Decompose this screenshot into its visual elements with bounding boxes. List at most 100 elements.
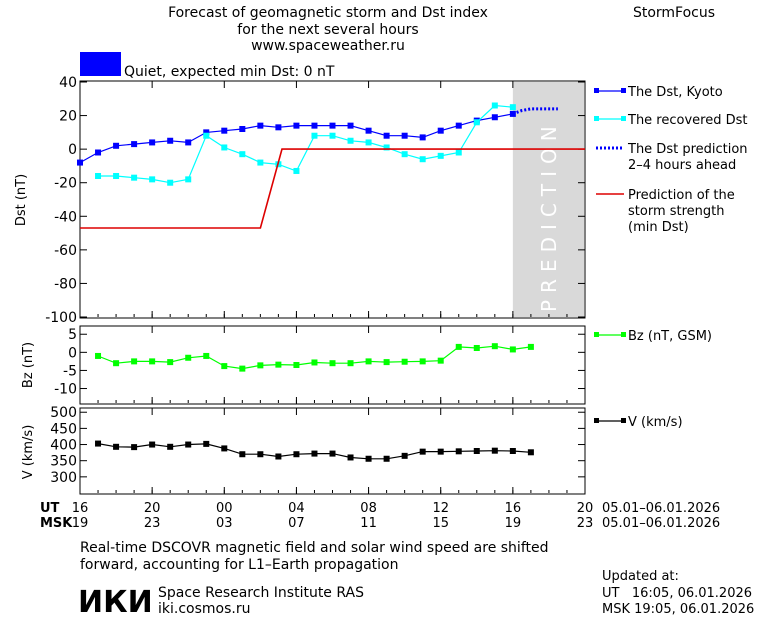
bz-axis-label: Bz (nT)	[21, 342, 36, 388]
series-line	[79, 113, 514, 164]
data-point	[473, 344, 480, 351]
data-point	[401, 452, 408, 459]
data-point	[293, 167, 300, 174]
data-point	[203, 129, 210, 136]
legend-label: V (km/s)	[628, 415, 683, 430]
data-point	[95, 173, 102, 179]
updated-msk: MSK 19:05, 06.01.2026	[602, 602, 754, 617]
data-point	[239, 365, 246, 372]
data-point	[257, 159, 264, 166]
data-point	[113, 142, 120, 149]
data-point	[329, 360, 336, 367]
institute-site-link[interactable]: iki.cosmos.ru	[158, 601, 250, 617]
y-tick-label: -60	[54, 243, 77, 259]
data-point	[257, 122, 264, 129]
data-point	[167, 359, 174, 366]
data-point	[293, 451, 300, 458]
data-point	[185, 176, 192, 183]
data-point	[311, 359, 318, 366]
legend-label: storm strength	[628, 204, 725, 219]
data-point	[383, 455, 390, 462]
y-tick-label: -10	[54, 382, 77, 398]
data-point	[401, 132, 408, 139]
page-title-line2: for the next several hours	[237, 22, 418, 38]
data-point	[149, 441, 156, 448]
legend-label: The recovered Dst	[627, 113, 747, 128]
prediction-region	[512, 82, 584, 317]
data-point	[275, 361, 282, 368]
msk-tick-label: 19	[72, 516, 89, 531]
data-point	[311, 122, 318, 129]
data-point	[473, 119, 480, 126]
data-point	[203, 440, 210, 447]
msk-tick-label: 23	[577, 516, 594, 531]
status-color-swatch	[80, 52, 121, 76]
data-point	[347, 454, 354, 461]
y-tick-label: 20	[59, 109, 77, 125]
data-point	[275, 124, 282, 131]
data-point	[311, 132, 318, 139]
msk-tick-label: 19	[505, 516, 522, 531]
data-point	[527, 449, 534, 456]
data-point	[221, 144, 228, 151]
legend-label: The Dst prediction	[627, 142, 748, 157]
data-point	[95, 149, 102, 156]
data-point	[455, 122, 462, 129]
updated-ut: UT 16:05, 06.01.2026	[602, 586, 752, 601]
y-tick-label: 40	[59, 75, 77, 91]
v-panel-frame	[79, 407, 586, 495]
institute-name: Space Research Institute RAS	[158, 585, 364, 601]
data-point	[365, 127, 372, 134]
site-link[interactable]: www.spaceweather.ru	[251, 38, 405, 54]
legend-marker	[621, 418, 626, 423]
data-point	[347, 137, 354, 144]
data-point	[95, 352, 102, 359]
y-tick-label: 300	[50, 470, 77, 486]
data-point	[113, 173, 120, 179]
data-point	[365, 139, 372, 146]
data-point	[509, 448, 516, 454]
data-point	[149, 358, 156, 365]
data-point	[383, 144, 390, 151]
y-tick-label: 350	[50, 454, 77, 470]
legend-label: 2–4 hours ahead	[628, 158, 736, 173]
data-point	[239, 151, 246, 158]
footer-note-line1: Real-time DSCOVR magnetic field and sola…	[80, 540, 549, 556]
data-point	[401, 151, 408, 158]
msk-tick-label: 07	[288, 516, 305, 531]
data-point	[473, 448, 480, 454]
data-point	[293, 362, 300, 368]
y-tick-label: 500	[50, 405, 77, 421]
data-point	[131, 141, 138, 148]
y-tick-label: 0	[68, 142, 77, 158]
dst-panel-frame	[79, 80, 586, 319]
data-point	[455, 343, 462, 350]
data-point	[329, 450, 336, 457]
legend-marker	[621, 332, 626, 337]
data-point	[491, 343, 498, 350]
data-point	[131, 174, 138, 181]
data-point	[149, 139, 156, 146]
data-point	[275, 453, 282, 460]
v-axis-label: V (km/s)	[21, 425, 36, 480]
data-point	[455, 149, 462, 156]
data-point	[491, 114, 498, 121]
y-tick-label: -40	[54, 209, 77, 225]
data-point	[131, 444, 138, 451]
data-point	[347, 360, 354, 367]
dst-axis-label: Dst (nT)	[14, 174, 29, 226]
series-line	[512, 107, 558, 116]
data-point	[239, 126, 246, 132]
ut-tick-label: 12	[432, 501, 449, 516]
legend-label: Bz (nT, GSM)	[628, 329, 712, 344]
msk-row-label: MSK	[40, 516, 73, 531]
data-point	[221, 445, 228, 452]
data-point	[203, 132, 210, 139]
data-point	[383, 359, 390, 366]
page-title-line1: Forecast of geomagnetic storm and Dst in…	[168, 5, 488, 21]
data-point	[365, 358, 372, 365]
data-point	[311, 450, 318, 457]
ut-tick-label: 16	[72, 501, 89, 516]
legend-marker	[594, 332, 599, 337]
